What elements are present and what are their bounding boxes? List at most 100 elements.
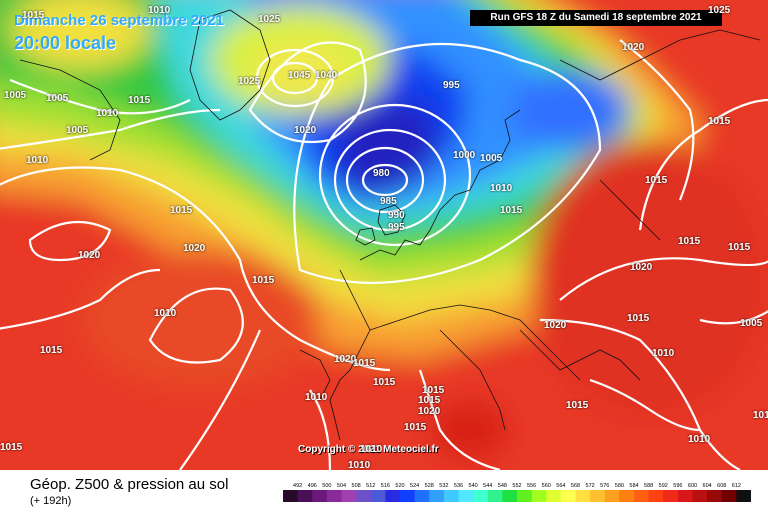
isobar-label: 985	[380, 196, 397, 207]
isobar-label: 1005	[66, 125, 89, 136]
legend-swatch	[575, 490, 591, 502]
isobar-label: 1015	[627, 313, 650, 324]
legend-value: 492	[293, 483, 302, 489]
isobar-label: 990	[388, 210, 405, 221]
legend-swatch	[414, 490, 430, 502]
legend-value: 532	[439, 483, 448, 489]
legend-swatch	[546, 490, 562, 502]
legend-value: 592	[659, 483, 668, 489]
legend-value: 564	[556, 483, 565, 489]
isobar-label: 1015	[566, 400, 589, 411]
legend-value: 588	[644, 483, 653, 489]
legend-value: 600	[688, 483, 697, 489]
legend-value: 524	[410, 483, 419, 489]
isobar-label: 1005	[480, 153, 503, 164]
legend-swatch	[531, 490, 547, 502]
legend-value: 500	[322, 483, 331, 489]
run-info-banner: Run GFS 18 Z du Samedi 18 septembre 2021	[470, 10, 722, 26]
isobar-label: 1020	[334, 354, 357, 365]
legend-swatch	[473, 490, 489, 502]
legend-swatch	[400, 490, 416, 502]
legend-swatch	[648, 490, 664, 502]
isobar-label: 1010	[490, 183, 513, 194]
legend-swatch	[560, 490, 577, 502]
isobar-label: 1015	[170, 205, 193, 216]
isobar-label: 1015	[728, 242, 751, 253]
legend-value: 604	[703, 483, 712, 489]
legend-swatch	[487, 490, 503, 502]
isobar-label: 1005	[740, 318, 763, 329]
legend-swatch	[707, 490, 723, 502]
isobar-label: 1015	[678, 236, 701, 247]
legend-value: 544	[483, 483, 492, 489]
legend-swatch	[517, 490, 533, 502]
isobar-label: 980	[373, 168, 390, 179]
isobar-label: 1010	[348, 460, 371, 471]
legend-value: 572	[586, 483, 595, 489]
isobar-label: 1005	[46, 93, 69, 104]
isobar-label: 1015	[252, 275, 275, 286]
isobar-label: 1010	[688, 434, 711, 445]
legend-swatch	[283, 490, 299, 502]
legend-swatch	[677, 490, 694, 502]
isobar-label: 1010	[360, 444, 383, 455]
legend-value: 568	[571, 483, 580, 489]
coastlines	[19, 9, 761, 441]
isobar-label: 995	[388, 222, 405, 233]
isobar-label: 1020	[294, 125, 317, 136]
isobar-label: 1015	[708, 116, 731, 127]
isobar-label: 1015	[645, 175, 668, 186]
legend-swatch	[326, 490, 343, 502]
isobar-label: 1025	[238, 76, 261, 87]
legend-value: 608	[717, 483, 726, 489]
isobar-label: 1010	[652, 348, 675, 359]
isobar-label: 1015	[40, 345, 63, 356]
isobar-label: 1015	[753, 410, 768, 421]
legend-swatch	[619, 490, 635, 502]
isobar-label: 1015	[353, 358, 376, 369]
legend-value: 584	[629, 483, 638, 489]
isobar-label: 1015	[22, 10, 45, 21]
lead-time: (+ 192h)	[30, 495, 72, 507]
isobars	[0, 39, 768, 470]
legend-value: 512	[366, 483, 375, 489]
legend-value: 576	[600, 483, 609, 489]
legend-swatch	[604, 490, 620, 502]
legend-swatch	[370, 490, 386, 502]
map-canvas	[0, 0, 768, 470]
legend-value: 516	[381, 483, 390, 489]
legend-swatch	[312, 490, 328, 502]
legend-value: 528	[425, 483, 434, 489]
isobar-label: 1015	[500, 205, 523, 216]
isobar-label: 1015	[404, 422, 427, 433]
color-scale-legend: 492 496 500 504 508 512 516 520 524 528 532 536 540 5…	[283, 483, 751, 502]
legend-swatch	[341, 490, 357, 502]
legend-value: 536	[454, 483, 463, 489]
isobar-label: 1020	[630, 262, 653, 273]
geopotential-field	[0, 0, 768, 470]
isobar-label: 1025	[708, 5, 731, 16]
legend-swatch	[356, 490, 372, 502]
legend-value: 560	[542, 483, 551, 489]
legend-swatch	[502, 490, 518, 502]
isobar-label: 1020	[418, 406, 441, 417]
isobar-label: 1010	[26, 155, 49, 166]
isobar-label: 1025	[258, 14, 281, 25]
footer-bar: Géop. Z500 & pression au sol (+ 192h) 49…	[0, 470, 768, 512]
legend-value: 552	[512, 483, 521, 489]
legend-value: 556	[527, 483, 536, 489]
isobar-label: 1010	[96, 108, 119, 119]
isobar-label: 1020	[622, 42, 645, 53]
legend-value: 540	[469, 483, 478, 489]
legend-value: 504	[337, 483, 346, 489]
legend-swatch	[385, 490, 401, 502]
legend-swatch	[634, 490, 650, 502]
isobar-label: 1020	[78, 250, 101, 261]
legend-value: 596	[673, 483, 682, 489]
isobar-label: 1010	[154, 308, 177, 319]
isobar-label: 1045	[288, 70, 311, 81]
isobar-label: 1020	[544, 320, 567, 331]
isobar-label: 1010	[148, 5, 171, 16]
copyright-notice: Copyright © 2021 Meteociel.fr	[298, 444, 439, 455]
